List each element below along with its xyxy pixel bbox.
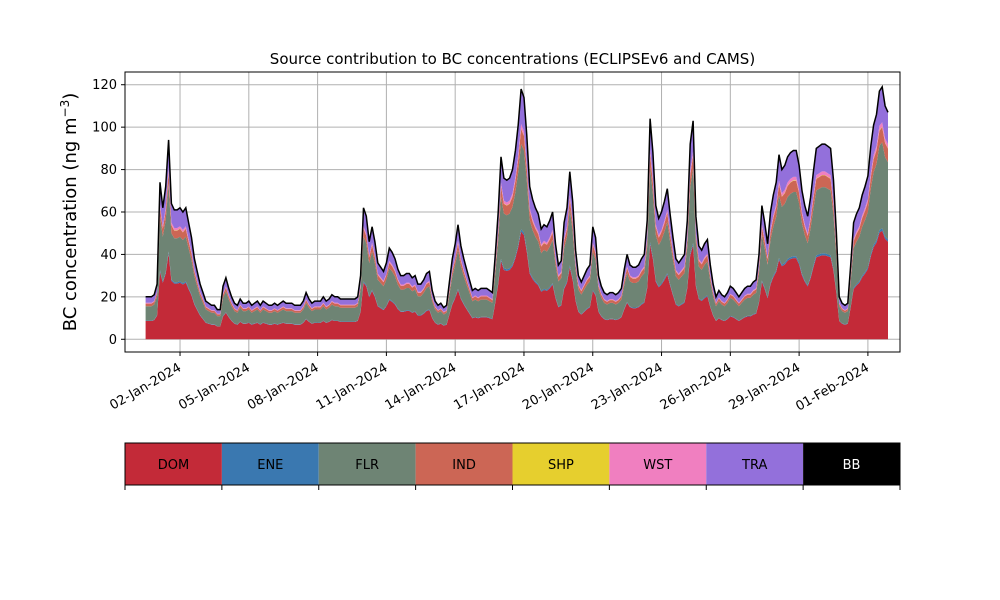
legend-swatch-ene: [221, 443, 319, 485]
total-line-layer: [145, 84, 889, 311]
legend-label-shp: SHP: [548, 458, 574, 473]
legend-swatch-wst: [609, 443, 707, 485]
legend-swatch-flr: [318, 443, 416, 485]
y-axis-label: BC concentration (ng m−3): [58, 93, 81, 332]
chart-title: Source contribution to BC concentrations…: [270, 50, 755, 68]
y-axis-label-close: ): [60, 93, 81, 100]
x-tick-label: 01-Feb-2024: [793, 360, 872, 414]
y-axis: 0 20 40 60 80 100 120: [92, 78, 125, 348]
x-tick-label: 23-Jan-2024: [589, 360, 666, 413]
legend-label-ene: ENE: [257, 458, 283, 473]
legend-swatch-tra: [706, 443, 804, 485]
x-tick-label: 26-Jan-2024: [658, 360, 735, 413]
legend-swatch-shp: [512, 443, 610, 485]
area-flr: [145, 142, 889, 327]
legend-swatch-ind: [415, 443, 513, 485]
y-tick-label: 40: [100, 248, 117, 263]
x-tick-label: 08-Jan-2024: [245, 360, 322, 413]
y-tick-label: 20: [100, 290, 117, 305]
x-tick-label: 02-Jan-2024: [107, 360, 184, 413]
legend-label-flr: FLR: [355, 458, 379, 473]
legend-swatch-dom: [125, 443, 222, 485]
legend-label-wst: WST: [643, 458, 672, 473]
y-tick-label: 100: [92, 121, 117, 136]
legend-label-bb: BB: [843, 458, 861, 473]
legend-label-dom: DOM: [158, 458, 189, 473]
x-tick-label: 20-Jan-2024: [520, 360, 597, 413]
y-axis-label-main: BC concentration (ng m: [60, 117, 81, 331]
y-tick-label: 80: [100, 163, 117, 178]
stacked-area-layer: [145, 86, 889, 340]
y-axis-label-exponent: −3: [58, 100, 72, 118]
legend-swatch-bb: [803, 443, 900, 485]
y-tick-label: 120: [92, 78, 117, 93]
x-tick-label: 14-Jan-2024: [383, 360, 460, 413]
x-tick-label: 05-Jan-2024: [176, 360, 253, 413]
x-axis: 02-Jan-202405-Jan-202408-Jan-202411-Jan-…: [107, 352, 872, 414]
y-tick-label: 0: [109, 333, 117, 348]
x-tick-label: 29-Jan-2024: [727, 360, 804, 413]
area-dom: [145, 230, 889, 340]
legend-label-ind: IND: [452, 458, 476, 473]
source-legend: DOM ENE FLR IND SHP WST TRA BB: [124, 442, 901, 490]
y-tick-label: 60: [100, 206, 117, 221]
x-tick-label: 11-Jan-2024: [314, 360, 391, 413]
area-tra: [145, 86, 889, 314]
x-tick-label: 17-Jan-2024: [451, 360, 528, 413]
total-line: [145, 84, 889, 311]
legend-label-tra: TRA: [741, 458, 767, 473]
